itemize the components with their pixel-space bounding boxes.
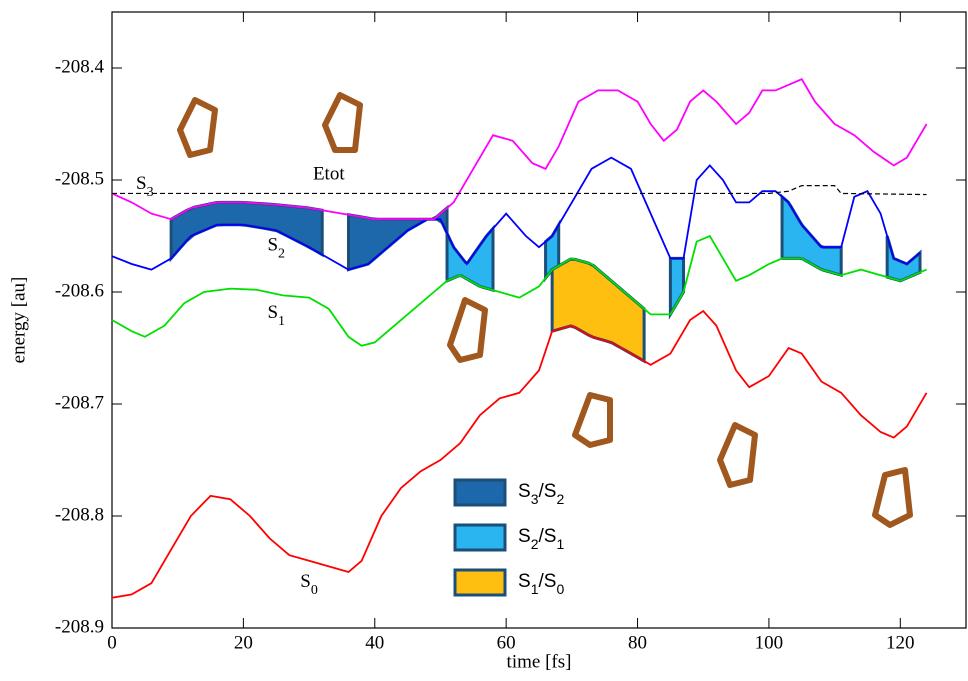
series-label: S3 bbox=[136, 173, 154, 199]
x-tick-label: 0 bbox=[107, 632, 117, 653]
series-label: S1 bbox=[267, 302, 285, 328]
legend-label: S2/S1 bbox=[518, 526, 564, 552]
x-tick-label: 40 bbox=[365, 632, 384, 653]
molecule bbox=[325, 95, 360, 150]
legend-label: S3/S2 bbox=[518, 481, 564, 507]
x-tick-label: 120 bbox=[886, 632, 915, 653]
y-tick-label: -208.9 bbox=[55, 616, 104, 637]
series-label: S0 bbox=[300, 571, 318, 597]
y-tick-label: -208.5 bbox=[55, 168, 104, 189]
legend-label: S1/S0 bbox=[518, 571, 564, 597]
series-line bbox=[112, 79, 927, 219]
legend-swatch bbox=[455, 525, 505, 550]
x-tick-label: 100 bbox=[755, 632, 784, 653]
molecule bbox=[720, 425, 755, 485]
molecules bbox=[180, 95, 910, 525]
x-tick-label: 60 bbox=[497, 632, 516, 653]
series-line bbox=[112, 311, 927, 598]
chart: time [fs] energy [au] 0 20 40 60 80 100 120 -20… bbox=[0, 0, 968, 681]
molecule bbox=[450, 300, 485, 360]
y-tick-label: -208.6 bbox=[55, 280, 104, 301]
hop-region bbox=[171, 202, 322, 258]
y-tick-label: -208.7 bbox=[55, 392, 104, 413]
x-tick-label: 20 bbox=[234, 632, 253, 653]
y-axis-title: energy [au] bbox=[8, 277, 29, 364]
legend-swatch bbox=[455, 480, 505, 505]
hop-region bbox=[552, 259, 644, 361]
series-label: S2 bbox=[267, 235, 285, 261]
x-axis-title: time [fs] bbox=[507, 651, 572, 672]
series-line bbox=[112, 186, 927, 195]
molecule bbox=[180, 100, 215, 155]
x-tick-label: 80 bbox=[628, 632, 647, 653]
molecule bbox=[575, 395, 610, 445]
legend-swatch bbox=[455, 570, 505, 595]
y-tick-label: -208.4 bbox=[55, 56, 105, 77]
y-tick-label: -208.8 bbox=[55, 504, 104, 525]
series-label: Etot bbox=[313, 164, 345, 185]
molecule bbox=[875, 470, 910, 525]
hop-region bbox=[670, 258, 683, 314]
